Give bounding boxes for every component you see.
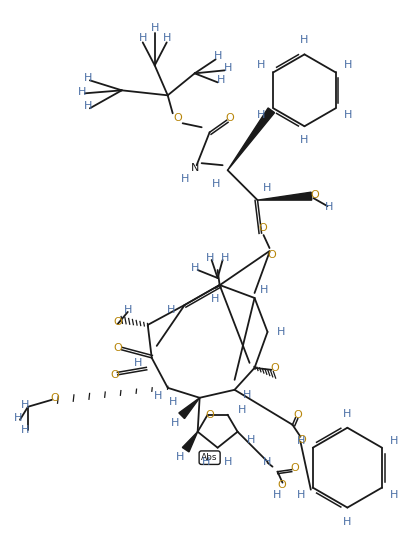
Text: N: N: [191, 163, 199, 173]
Text: H: H: [168, 397, 177, 407]
Text: O: O: [293, 410, 302, 420]
Text: H: H: [211, 294, 219, 304]
Text: H: H: [166, 305, 175, 315]
Text: O: O: [225, 113, 234, 123]
Polygon shape: [228, 108, 275, 170]
Text: H: H: [139, 34, 147, 44]
Text: O: O: [297, 435, 306, 445]
Text: H: H: [78, 87, 86, 97]
Text: O: O: [290, 463, 299, 473]
Text: O: O: [110, 370, 119, 380]
Text: H: H: [150, 23, 159, 34]
Text: H: H: [223, 457, 232, 466]
Text: H: H: [297, 490, 305, 500]
Text: H: H: [21, 424, 29, 435]
Text: H: H: [237, 405, 246, 415]
Text: H: H: [213, 51, 222, 61]
Text: H: H: [257, 60, 265, 70]
Text: H: H: [124, 305, 132, 315]
Polygon shape: [258, 192, 312, 200]
Text: H: H: [21, 400, 29, 410]
Text: H: H: [257, 110, 265, 120]
Text: Abs: Abs: [201, 453, 218, 462]
Text: O: O: [277, 480, 286, 490]
Text: O: O: [267, 250, 276, 260]
Text: H: H: [242, 390, 251, 400]
Text: H: H: [180, 174, 189, 184]
Polygon shape: [182, 432, 198, 452]
Text: O: O: [113, 317, 122, 327]
Text: H: H: [263, 457, 272, 466]
Text: H: H: [201, 457, 210, 466]
Text: H: H: [170, 418, 179, 428]
Text: H: H: [300, 35, 309, 45]
Text: H: H: [343, 60, 352, 70]
Text: H: H: [134, 358, 142, 368]
Text: H: H: [343, 110, 352, 120]
Text: H: H: [300, 135, 309, 145]
Text: H: H: [273, 490, 282, 500]
Text: O: O: [205, 410, 214, 420]
Text: O: O: [270, 363, 279, 373]
Text: O: O: [51, 393, 59, 403]
Text: H: H: [297, 436, 305, 445]
Text: H: H: [325, 202, 334, 212]
Text: H: H: [390, 436, 398, 445]
Text: H: H: [211, 179, 220, 189]
Text: H: H: [84, 73, 92, 83]
Text: H: H: [176, 452, 184, 461]
Text: H: H: [14, 413, 22, 423]
Text: H: H: [248, 435, 256, 445]
Text: H: H: [154, 391, 162, 401]
Text: H: H: [220, 253, 229, 263]
Text: H: H: [343, 409, 351, 419]
Text: H: H: [205, 253, 214, 263]
Text: O: O: [173, 113, 182, 123]
Text: H: H: [191, 263, 199, 273]
Polygon shape: [179, 398, 200, 418]
Text: H: H: [162, 34, 171, 44]
Text: H: H: [84, 102, 92, 112]
Text: H: H: [277, 327, 286, 337]
Text: H: H: [260, 285, 269, 295]
Text: H: H: [263, 183, 272, 193]
Text: O: O: [310, 190, 319, 200]
Text: H: H: [223, 63, 232, 73]
Text: O: O: [258, 223, 267, 233]
Text: O: O: [113, 343, 122, 353]
Text: H: H: [343, 517, 351, 527]
Text: H: H: [390, 490, 398, 500]
Text: H: H: [217, 75, 225, 86]
